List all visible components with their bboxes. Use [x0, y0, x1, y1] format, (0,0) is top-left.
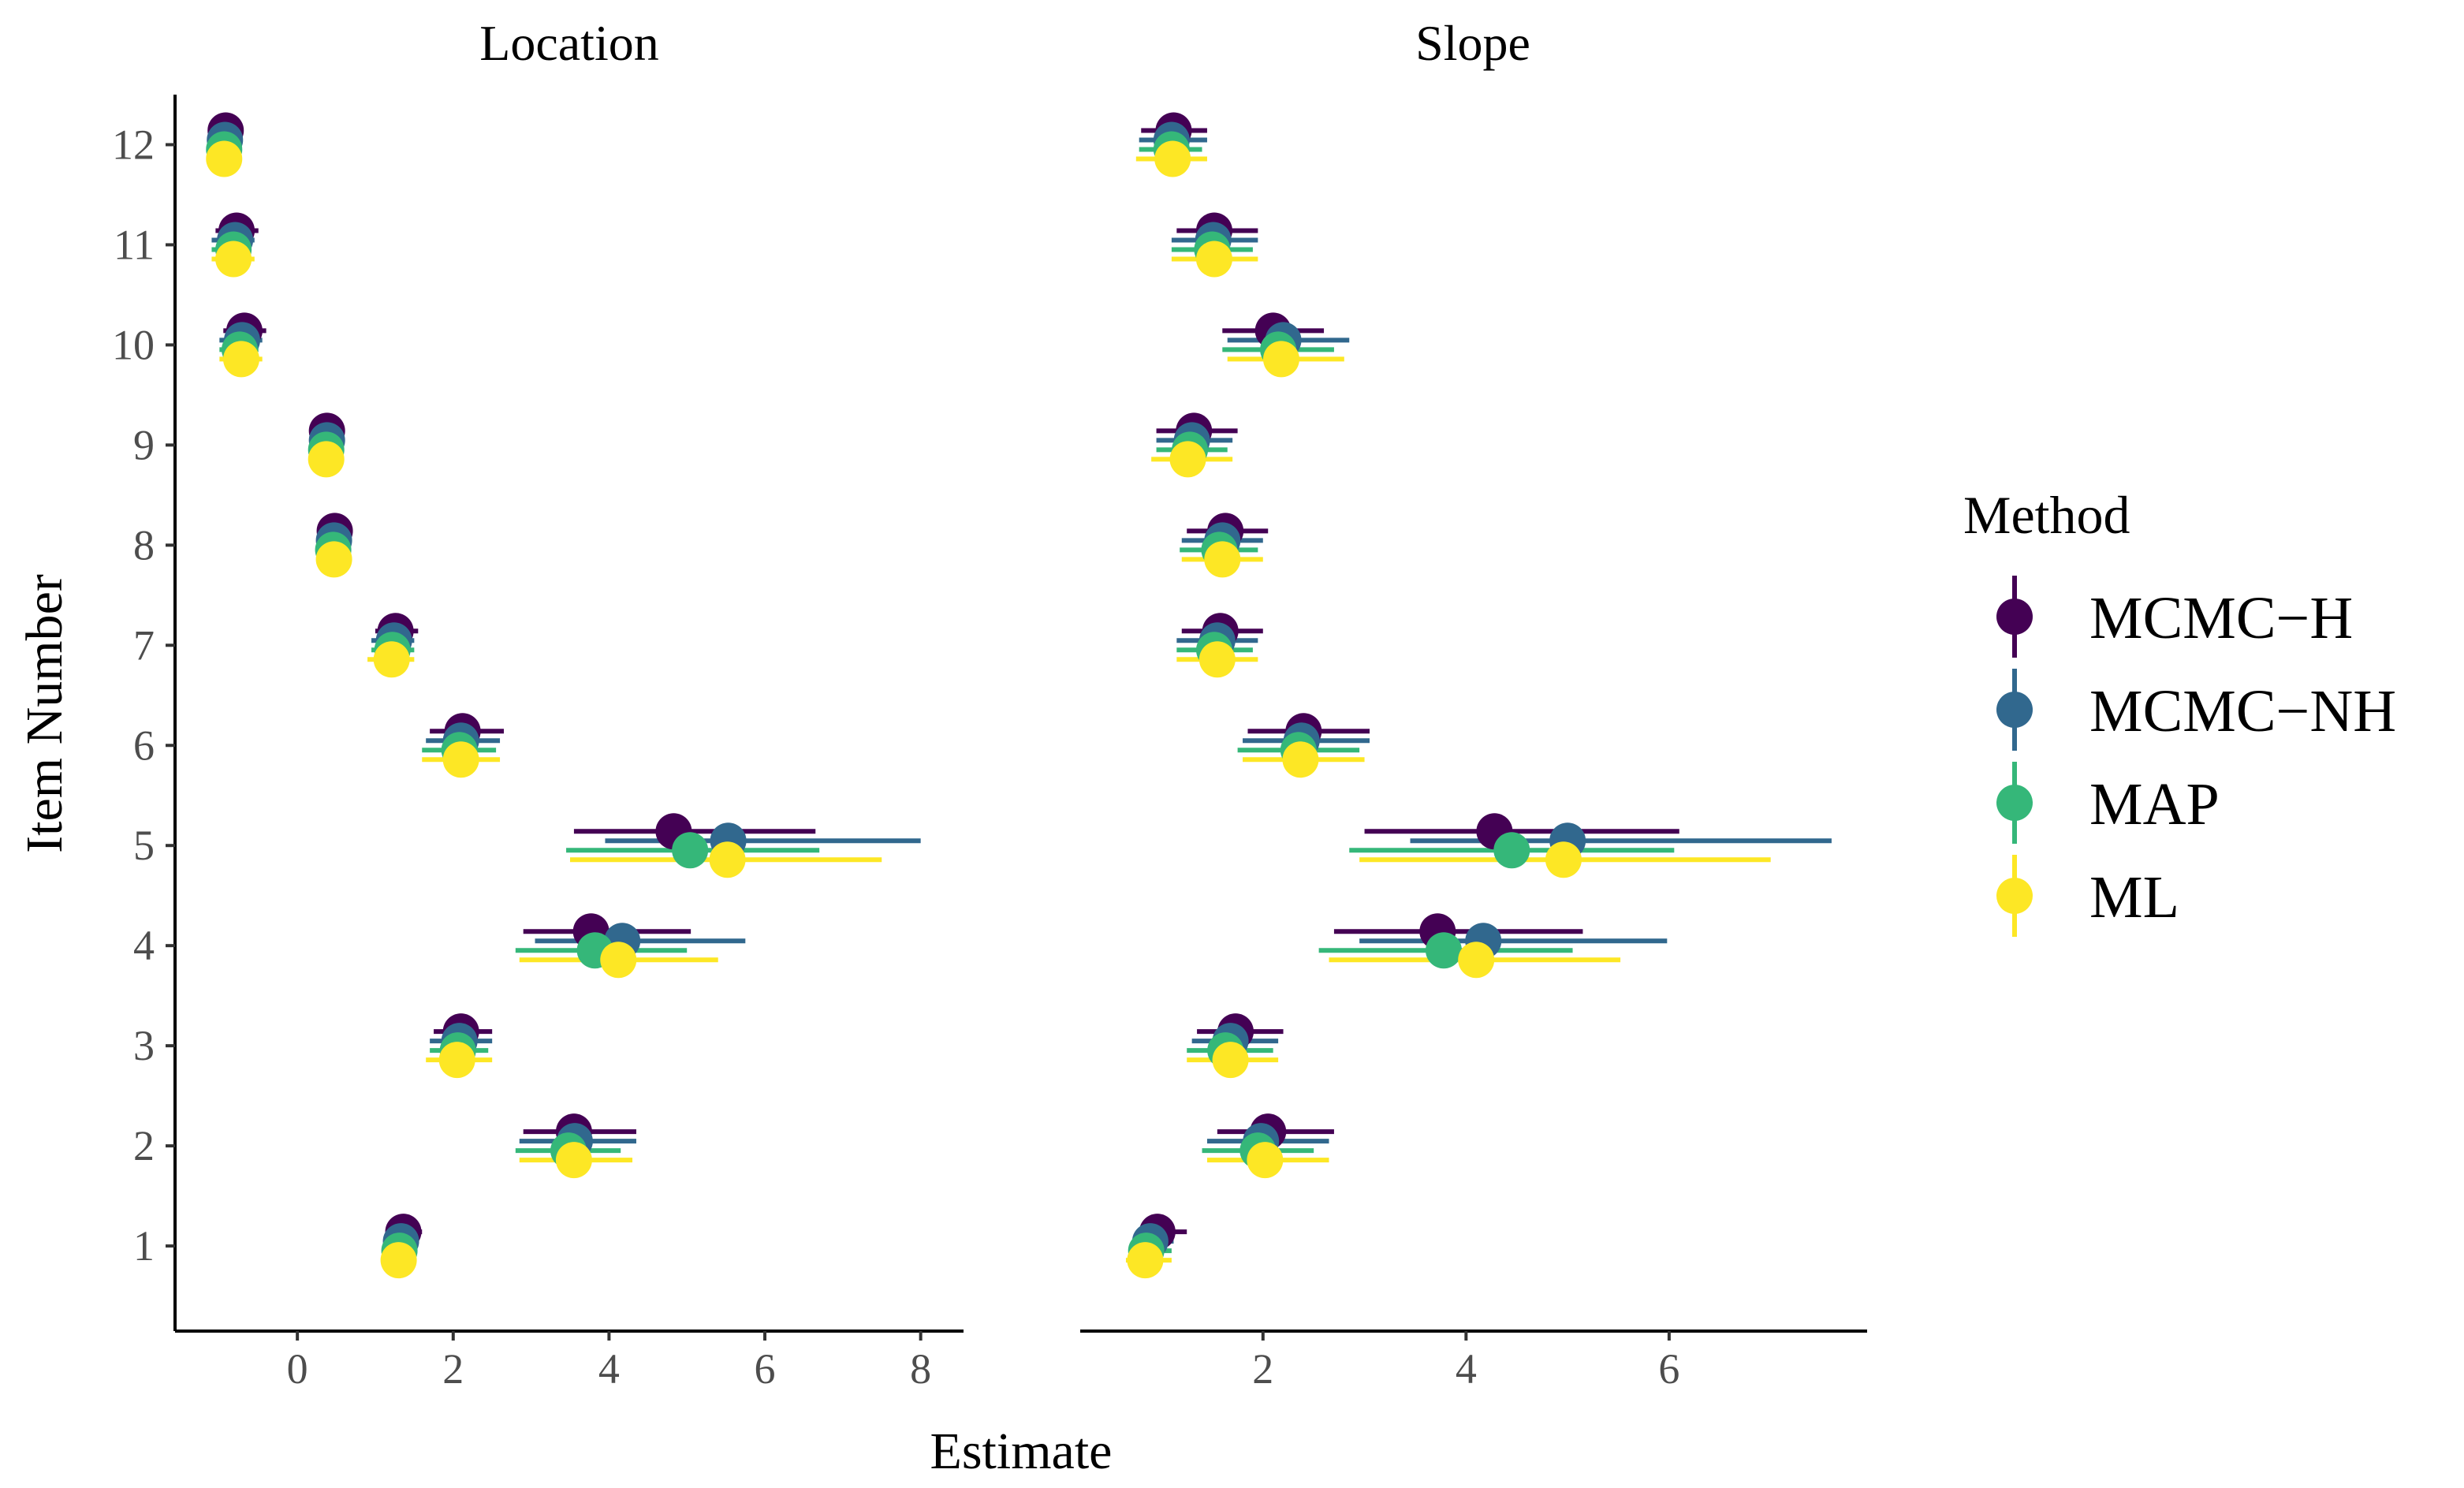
legend-label-mcmc-h: MCMC−H — [2089, 585, 2353, 651]
location-ml-point-item-1 — [380, 1242, 417, 1279]
slope-x-tick-label-2: 2 — [1252, 1345, 1273, 1393]
slope-ml-point-item-8 — [1204, 541, 1241, 578]
legend-key-dot-map — [1996, 785, 2033, 821]
y-tick-label-1: 1 — [133, 1222, 155, 1270]
location-ml-point-item-4 — [600, 942, 637, 979]
panel-slope: 2 4 6 — [1080, 112, 1867, 1393]
location-ml-point-item-6 — [442, 741, 479, 778]
slope-ml-point-item-1 — [1127, 1242, 1164, 1279]
location-ml-point-item-10 — [222, 341, 259, 378]
location-ml-point-item-5 — [709, 841, 746, 878]
location-ml-point-item-2 — [555, 1142, 592, 1179]
location-x-tick-label-6: 6 — [755, 1345, 776, 1393]
legend-title: Method — [1963, 485, 2130, 545]
y-tick-label-3: 3 — [133, 1022, 155, 1069]
slope-ml-point-item-2 — [1247, 1142, 1284, 1179]
location-x-tick-label-8: 8 — [910, 1345, 931, 1393]
location-ml-point-item-12 — [206, 140, 243, 177]
location-ml-point-item-9 — [308, 441, 345, 478]
slope-ml-point-item-4 — [1458, 942, 1495, 979]
y-tick-label-12: 12 — [112, 121, 155, 168]
y-tick-label-10: 10 — [112, 321, 155, 368]
slope-ml-point-item-5 — [1545, 841, 1582, 878]
legend-label-ml: ML — [2089, 864, 2179, 930]
slope-x-tick-label-4: 4 — [1456, 1345, 1477, 1393]
legend-key-dot-mcmc-h — [1996, 599, 2033, 635]
y-tick-label-8: 8 — [133, 521, 155, 569]
x-axis-title: Estimate — [930, 1423, 1113, 1480]
location-x-tick-label-4: 4 — [598, 1345, 620, 1393]
location-x-tick-label-2: 2 — [442, 1345, 464, 1393]
y-tick-label-4: 4 — [133, 922, 155, 969]
location-x-tick-label-0: 0 — [287, 1345, 308, 1393]
y-tick-label-6: 6 — [133, 722, 155, 769]
slope-ml-point-item-7 — [1198, 641, 1236, 678]
slope-ml-point-item-12 — [1154, 140, 1191, 177]
panel-title-slope: Slope — [1415, 15, 1530, 71]
location-ml-point-item-7 — [373, 641, 410, 678]
location-ml-point-item-3 — [438, 1042, 475, 1079]
slope-x-tick-label-6: 6 — [1658, 1345, 1679, 1393]
location-map-point-item-5 — [672, 832, 709, 869]
location-ml-point-item-8 — [315, 541, 352, 578]
legend-label-map: MAP — [2089, 771, 2220, 837]
legend-label-mcmc-nh: MCMC−NH — [2089, 678, 2396, 744]
slope-ml-point-item-3 — [1212, 1042, 1249, 1079]
legend-key-dot-mcmc-nh — [1996, 692, 2033, 728]
slope-ml-point-item-10 — [1262, 341, 1299, 378]
legend: Method MCMC−H MCMC−NH MAP ML — [1963, 485, 2396, 937]
legend-key-dot-ml — [1996, 878, 2033, 914]
slope-map-point-item-5 — [1493, 832, 1530, 869]
y-tick-label-7: 7 — [133, 621, 155, 669]
location-ml-point-item-11 — [215, 241, 252, 278]
slope-ml-point-item-9 — [1169, 441, 1206, 478]
panel-title-location: Location — [479, 15, 658, 71]
y-tick-label-11: 11 — [114, 221, 155, 268]
y-tick-label-2: 2 — [133, 1122, 155, 1169]
y-axis-title: Item Number — [16, 574, 73, 853]
slope-ml-point-item-6 — [1282, 741, 1319, 778]
y-tick-label-5: 5 — [133, 822, 155, 869]
slope-map-point-item-4 — [1426, 932, 1463, 969]
slope-ml-point-item-11 — [1195, 241, 1232, 278]
y-tick-label-9: 9 — [133, 421, 155, 468]
